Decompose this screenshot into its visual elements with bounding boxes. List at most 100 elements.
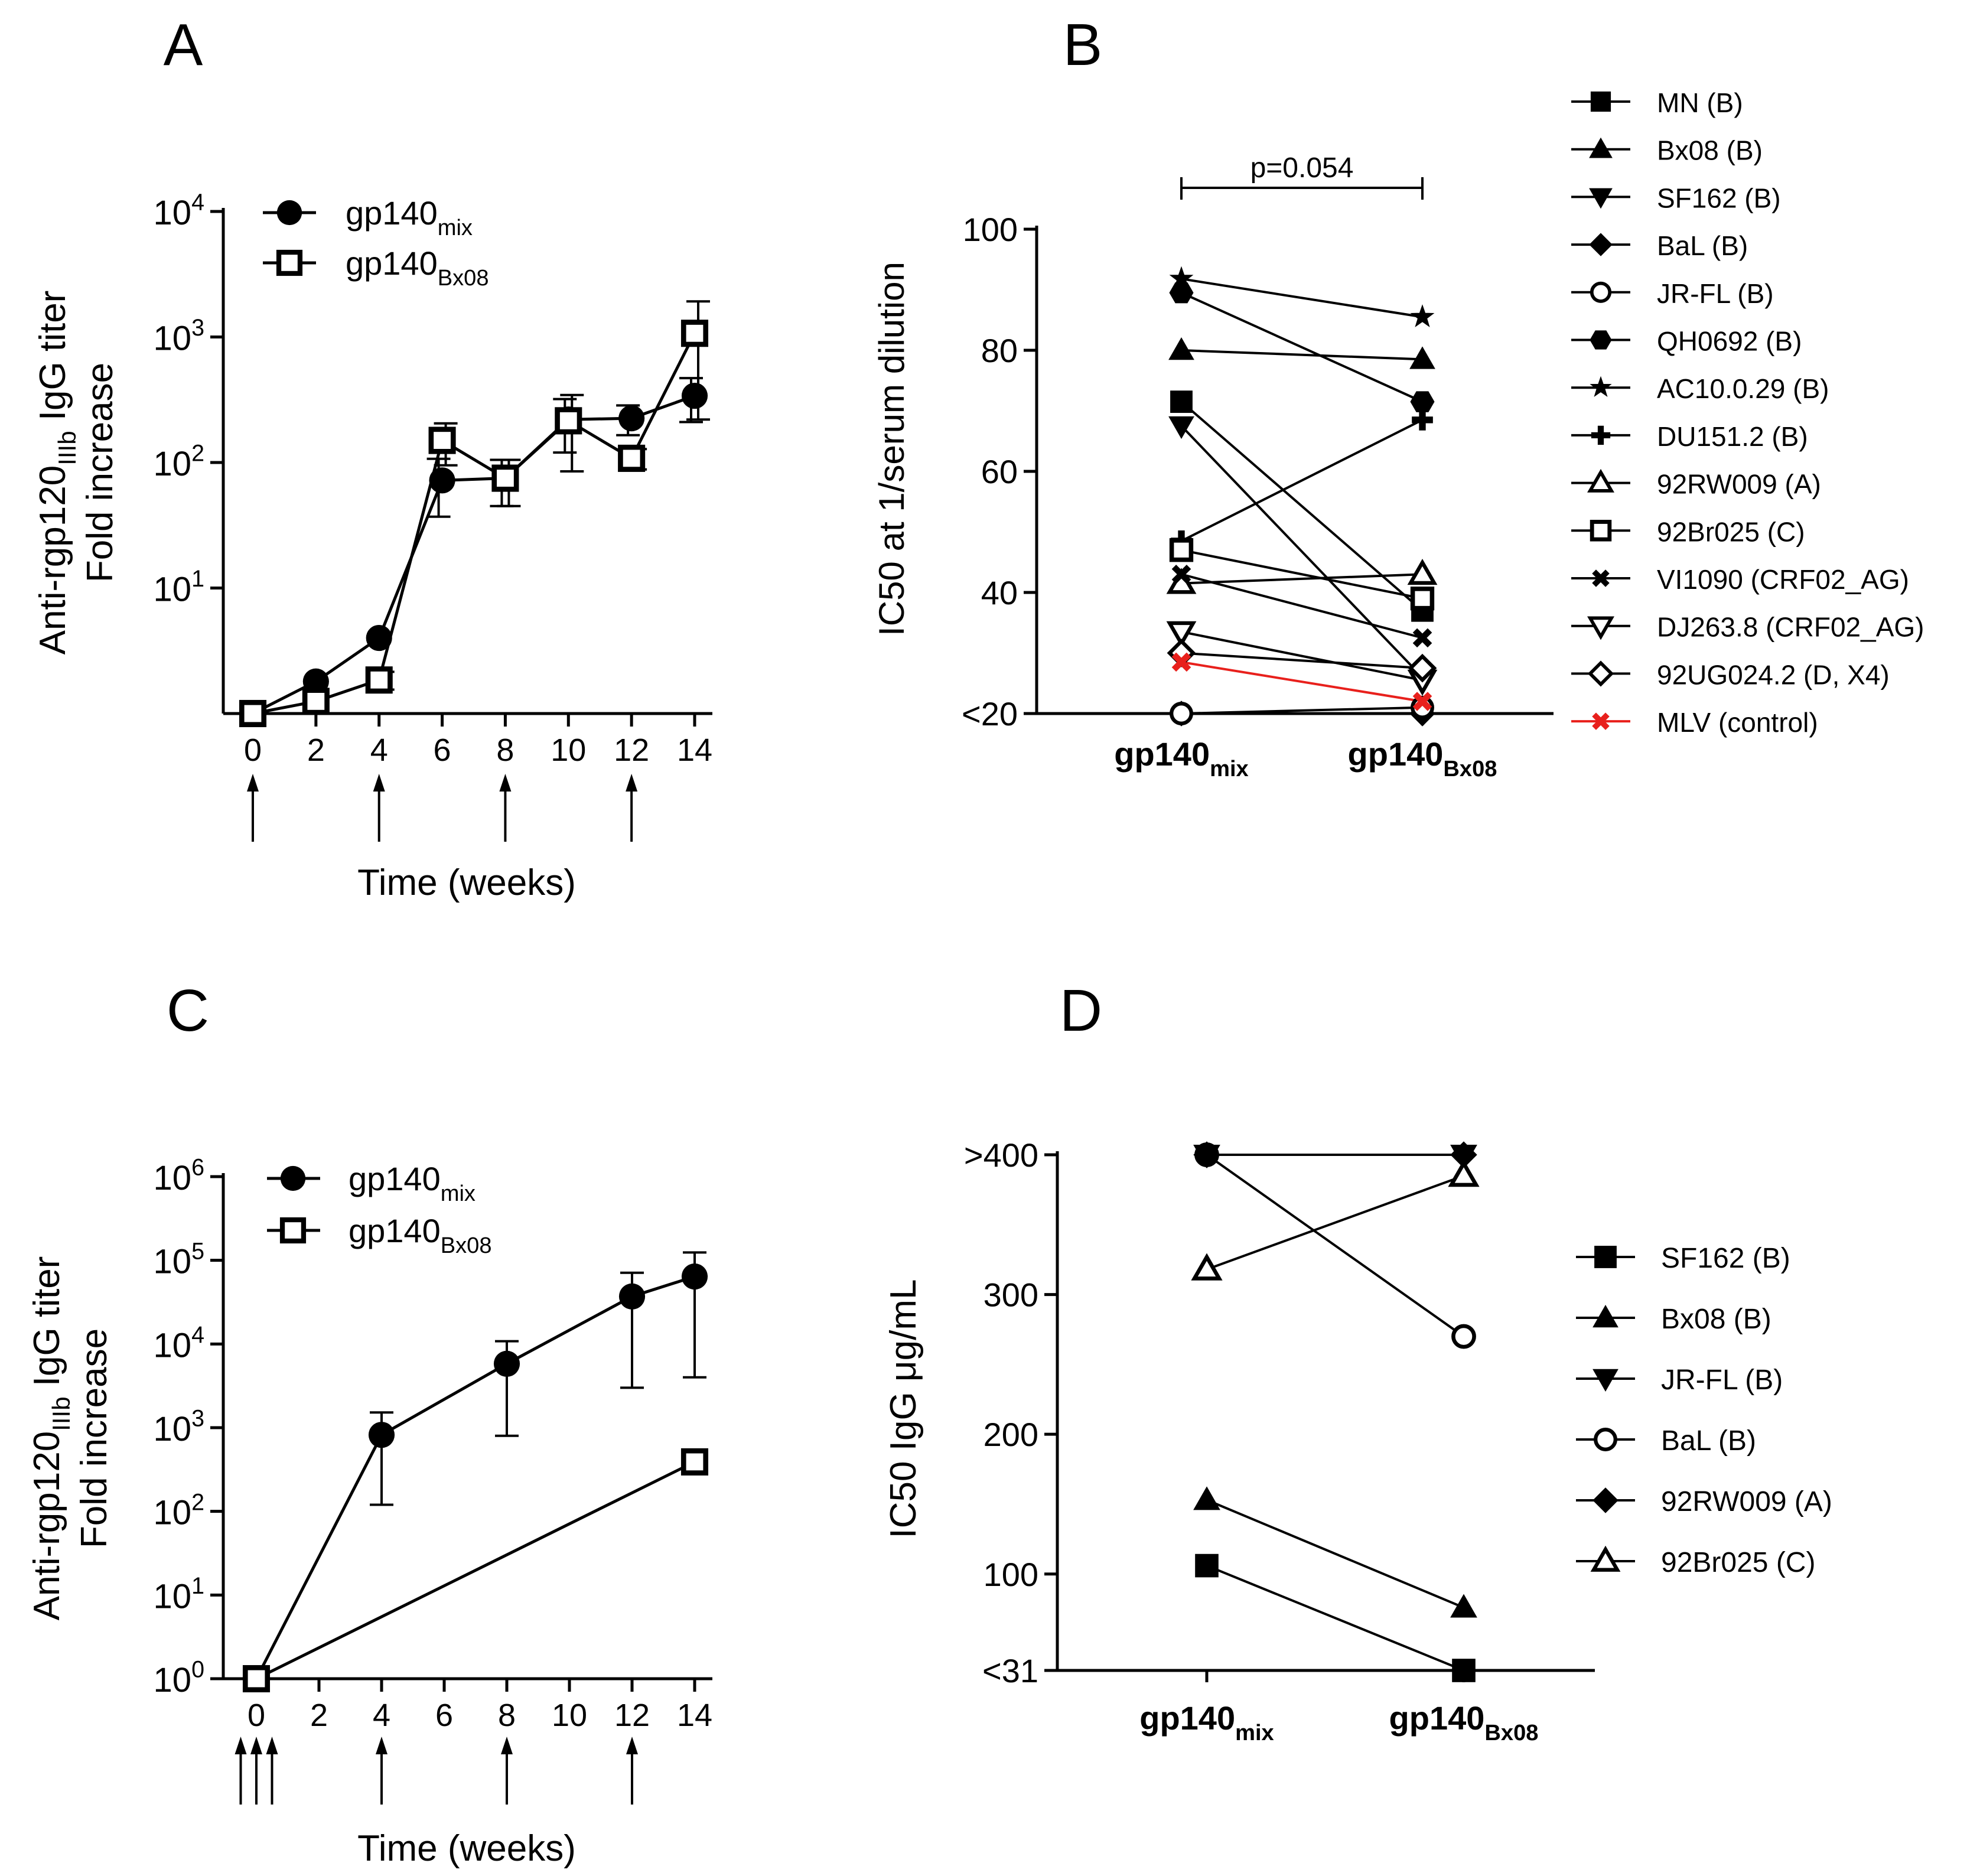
x-tick-label: 0 [247,1698,265,1733]
series-line [1206,1499,1464,1609]
legend-label: AC10.0.29 (B) [1657,373,1829,404]
legend-marker [280,1165,306,1191]
legend-label: 92RW009 (A) [1661,1486,1832,1517]
y-tick-label: 103 [154,1406,204,1448]
y-tick-label: 102 [154,1489,204,1532]
legend-label: JR-FL (B) [1661,1364,1783,1396]
legend-marker-shape [1587,616,1614,640]
data-point-shape [680,1448,709,1476]
data-point-shape [1409,346,1435,369]
legend-label: gp140Bx08 [349,1212,492,1258]
data-point [1452,1659,1476,1682]
y-tick-label: 104 [154,190,204,232]
y-tick-label: 100 [154,1657,204,1699]
y-tick-label: 100 [963,211,1018,248]
legend-label: Bx08 (B) [1661,1304,1771,1335]
ylabel-post: IgG titer [32,291,73,431]
legend-marker [1587,660,1614,687]
legend-label-sub: mix [438,216,473,240]
legend-label: 92Br025 (C) [1661,1547,1815,1578]
x-tick-label: 8 [496,732,514,768]
immunization-arrow-head [250,1737,262,1754]
x-category-label: gp140mix [1114,735,1248,781]
y-axis-label: IC50 at 1/serum dilution [872,262,911,636]
data-point-shape [1410,304,1435,327]
data-point [680,1448,709,1476]
x-tick-label: 10 [552,1698,587,1733]
y-tick-label: 80 [981,332,1018,369]
x-axis-label: Time (weeks) [357,1828,576,1869]
data-point-shape [239,699,267,728]
x-category-label: gp140Bx08 [1348,735,1497,781]
x-tick-label: 8 [498,1698,516,1733]
immunization-arrow [626,774,638,842]
ylabel-sub: IIIb [53,431,81,465]
y-tick-label: 103 [154,315,204,357]
legend-label: Bx08 (B) [1657,135,1763,166]
legend-marker [1590,281,1612,303]
legend-marker [1590,1545,1621,1572]
data-point [1407,558,1438,585]
legend-marker-shape [1590,376,1612,398]
data-point-shape [618,444,646,472]
y-axis-label-text: IC50 at 1/serum dilution [872,262,911,636]
legend-label-base: gp140 [349,1160,441,1197]
data-point-shape [302,688,330,715]
immunization-arrow [247,774,259,842]
data-point [1450,1594,1477,1618]
data-point-shape [680,320,709,347]
immunization-arrow-head [499,774,512,792]
data-point-shape [1452,1659,1476,1682]
y-tick-label: 200 [984,1416,1038,1453]
data-point [242,1665,271,1693]
data-point [1412,409,1433,431]
y-tick-label-exp: 4 [191,1322,204,1348]
legend-label: JR-FL (B) [1657,278,1774,309]
data-point-shape [1169,266,1194,289]
data-point-shape [368,1422,395,1448]
legend-marker [1589,233,1613,256]
data-point [1171,564,1191,584]
legend-marker [1592,569,1610,587]
immunization-arrow-head [626,1737,638,1754]
data-point-shape [1410,587,1435,611]
y-tick-label-exp: 6 [191,1155,204,1181]
legend-label: 92Br025 (C) [1657,516,1805,547]
x-category-label-base: gp140 [1348,735,1444,773]
ylabel-pre: Anti-rgp120 [27,1431,67,1621]
y-tick-label-base: 10 [154,1494,192,1532]
series-line [252,394,695,715]
y-tick-label: 101 [154,566,204,608]
ylabel-pre: Anti-rgp120 [32,465,73,655]
immunization-arrow-head [376,1737,387,1754]
series-line [1181,278,1423,318]
data-point [680,320,709,347]
legend-marker [1590,330,1612,350]
data-point [1166,621,1197,647]
data-point [1412,692,1432,711]
x-category-label-base: gp140 [1139,1699,1235,1737]
immunization-arrow [373,774,385,842]
data-point [618,1283,646,1310]
legend-marker-shape [1594,1246,1617,1268]
data-point-shape [366,624,392,652]
y-tick-label: 100 [984,1556,1038,1593]
data-point-shape [491,464,519,492]
x-category-label-base: gp140 [1389,1699,1485,1737]
y-tick-label-exp: 1 [191,566,204,592]
data-point-shape [1170,390,1193,413]
legend-label: 92UG024.2 (D, X4) [1657,659,1890,690]
data-point [1169,282,1194,304]
data-point [618,405,645,432]
series-line [255,1275,695,1680]
legend-marker-shape [1590,520,1612,542]
y-tick-label: 106 [154,1155,204,1197]
legend-label: SF162 (B) [1657,183,1781,213]
data-point-shape [618,405,645,432]
legend-label-sub: mix [441,1181,476,1206]
legend-label: SF162 (B) [1661,1243,1790,1274]
data-point-shape [1171,652,1191,672]
x-tick-label: 6 [434,732,451,768]
data-point [1169,266,1194,289]
